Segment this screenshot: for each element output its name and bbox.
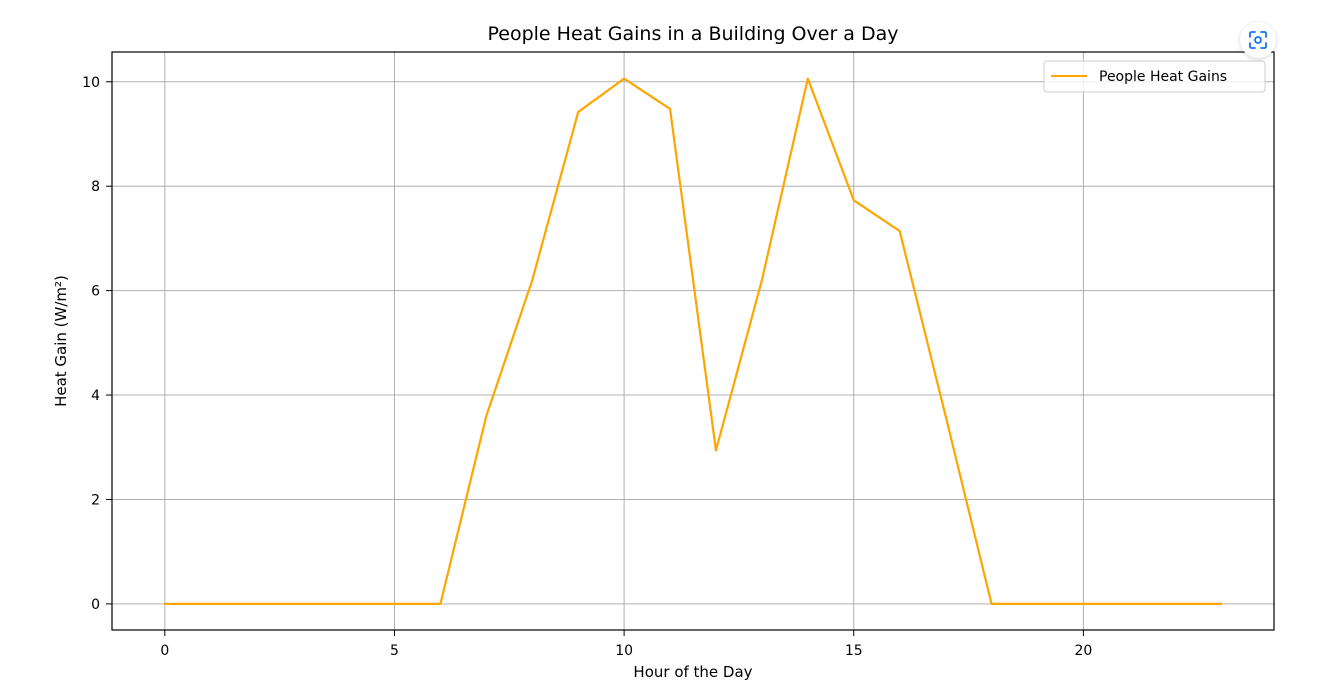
x-axis-ticks: 0 5 10 15 20 [160, 630, 1092, 659]
x-tick-label: 20 [1074, 643, 1092, 659]
x-axis-label: Hour of the Day [633, 663, 752, 681]
x-tick-label: 5 [390, 643, 399, 659]
series-layer [163, 77, 1223, 605]
y-tick-label: 4 [91, 388, 100, 404]
legend-label: People Heat Gains [1099, 69, 1227, 85]
plot-frame [111, 51, 1275, 631]
y-axis-ticks: 0 2 4 6 8 10 [82, 75, 112, 613]
series-line-people-heat-gains [163, 77, 1223, 605]
y-tick-label: 10 [82, 75, 100, 91]
legend-box [1043, 60, 1266, 93]
y-tick-label: 8 [91, 179, 100, 195]
y-tick-label: 6 [91, 284, 100, 300]
lens-scan-icon [1249, 31, 1267, 49]
grid-lines [112, 52, 1274, 630]
lens-scan-button[interactable] [1240, 22, 1276, 58]
x-tick-label: 0 [160, 643, 169, 659]
x-tick-label: 10 [615, 643, 633, 659]
chart-title: People Heat Gains in a Building Over a D… [488, 23, 899, 45]
y-tick-label: 0 [91, 597, 100, 613]
y-axis-label: Heat Gain (W/m²) [52, 275, 70, 407]
x-tick-label: 15 [845, 643, 863, 659]
legend: People Heat Gains [1043, 60, 1266, 93]
y-tick-label: 2 [91, 492, 100, 508]
